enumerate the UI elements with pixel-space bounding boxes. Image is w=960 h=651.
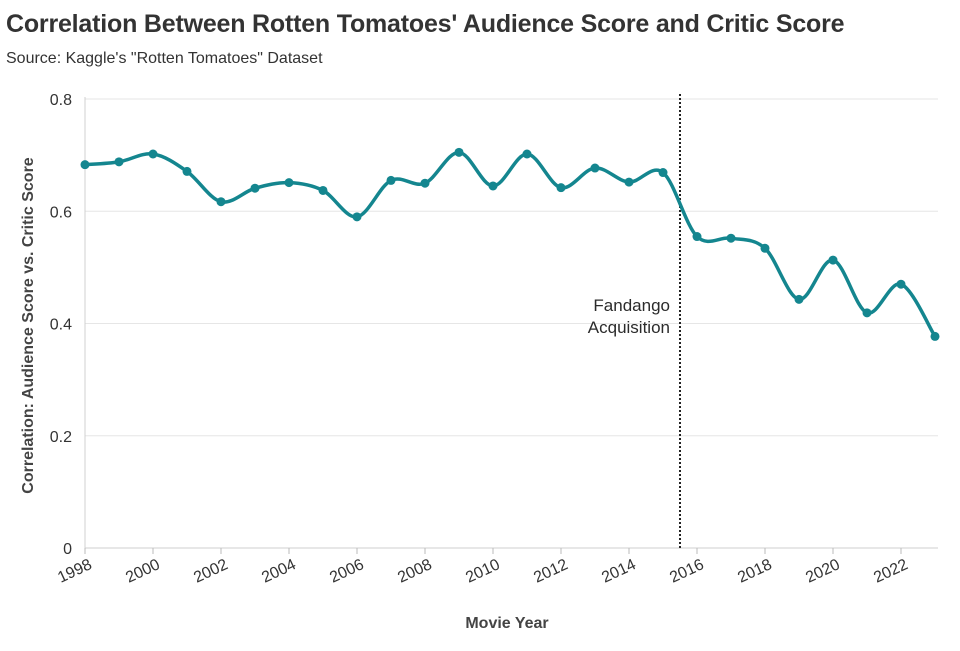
annotation-label-line2: Acquisition [588,318,670,337]
data-point [114,157,124,167]
data-point [454,147,464,157]
gridlines [85,98,938,549]
annotation-label-line1: Fandango [593,296,670,315]
data-point [760,243,770,253]
data-point [862,308,872,318]
data-point [896,279,906,289]
y-tick-label: 0.4 [50,317,72,334]
series-line [83,150,937,339]
x-tick-label: 2004 [259,556,299,586]
data-point [828,255,838,265]
data-point [930,331,940,341]
y-tick-label: 0.8 [50,92,72,109]
x-tick-label: 1998 [55,556,95,586]
data-point [522,149,532,159]
data-point [148,149,158,159]
x-tick-label: 2014 [599,556,639,586]
data-point [488,181,498,191]
series-layer [80,147,940,341]
x-tick-label: 2022 [871,556,911,586]
data-point [624,177,634,187]
data-point [556,183,566,193]
data-point [318,185,328,195]
x-tick-label: 2008 [395,556,435,586]
chart-title: Correlation Between Rotten Tomatoes' Aud… [6,10,845,38]
data-point [250,183,260,193]
data-point [182,166,192,176]
data-point [658,168,668,178]
x-tick-label: 2010 [463,556,503,586]
x-tick-label: 2018 [735,556,775,586]
data-point [216,197,226,207]
data-point [386,175,396,185]
y-axis-label: Correlation: Audience Score vs. Critic S… [20,157,37,494]
x-tick-label: 2002 [191,556,231,586]
data-point [726,233,736,243]
y-tick-label: 0.2 [50,429,72,446]
y-tick-label: 0.6 [50,204,72,221]
data-point [352,212,362,222]
x-tick-label: 2000 [123,556,163,586]
y-tick-label: 0 [63,541,72,558]
x-tick-label: 2016 [667,556,707,586]
annotation: Fandango Acquisition [588,94,681,548]
x-tick-label: 2012 [531,556,571,586]
data-point [80,160,90,170]
data-point [590,163,600,173]
data-point [284,178,294,188]
x-axis-label: Movie Year [465,615,548,632]
data-point [794,294,804,304]
data-point [420,178,430,188]
x-tick-label: 2020 [803,556,843,586]
x-tick-label: 2006 [327,556,367,586]
data-point [692,232,702,242]
chart-subtitle: Source: Kaggle's "Rotten Tomatoes" Datas… [6,50,323,67]
